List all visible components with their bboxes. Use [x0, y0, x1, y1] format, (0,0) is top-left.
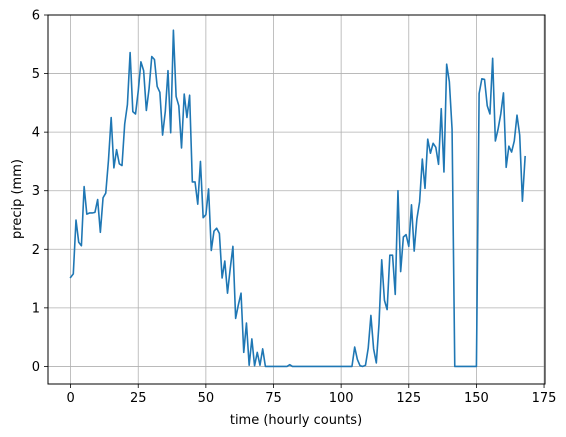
y-tick-label: 6 [32, 9, 40, 24]
x-tick-label: 100 [329, 391, 354, 406]
y-tick-label: 3 [32, 184, 40, 199]
x-tick-label: 75 [265, 391, 282, 406]
series-layer [69, 29, 526, 368]
x-tick-label: 125 [396, 391, 421, 406]
plot-frame [47, 14, 546, 385]
y-tick-label: 4 [32, 126, 40, 141]
y-tick-label: 5 [32, 67, 40, 82]
grid [48, 14, 545, 384]
x-axis-title: time (hourly counts) [230, 413, 362, 428]
x-tick-label: 0 [66, 391, 74, 406]
y-axis-title: precip (mm) [10, 159, 25, 239]
series-line [69, 29, 526, 368]
y-tick-label: 0 [32, 360, 40, 375]
y-tick-label: 1 [32, 301, 40, 316]
ticks: 0 25 50 75 100 125 150 175 0 1 2 3 4 5 6 [32, 9, 557, 407]
y-tick-label: 2 [32, 243, 40, 258]
x-tick-label: 175 [532, 391, 557, 406]
x-tick-label: 50 [198, 391, 215, 406]
x-tick-label: 25 [130, 391, 147, 406]
x-tick-label: 150 [464, 391, 489, 406]
